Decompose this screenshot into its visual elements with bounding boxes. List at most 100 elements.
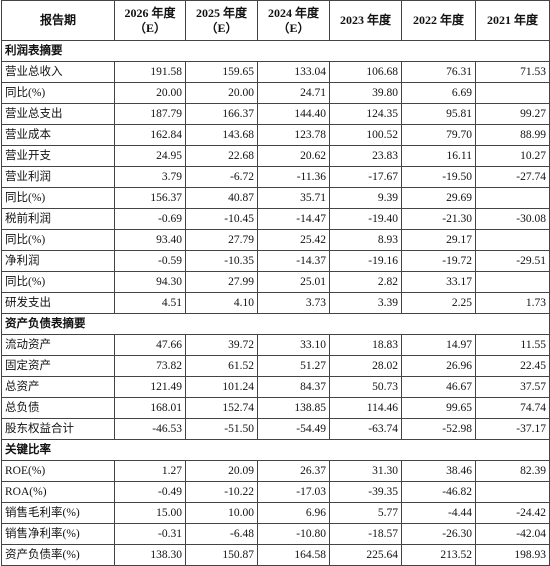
table-row: 税前利润 -0.69 -10.45 -14.47 -19.40 -21.30 -30.08 [1, 208, 550, 230]
value-cell: 152.74 [185, 397, 258, 419]
row-label: 资产负债率(%) [1, 544, 115, 566]
value-cell: 20.00 [185, 82, 258, 104]
table-row: 同比(%) 93.40 27.79 25.42 8.93 29.17 [1, 229, 550, 251]
value-cell: 82.39 [475, 460, 550, 482]
table-row: ROA(%) -0.49 -10.22 -17.03 -39.35 -46.82 [1, 481, 550, 503]
value-cell: 26.96 [401, 355, 476, 377]
value-cell: 123.78 [257, 124, 330, 146]
value-cell: -14.47 [257, 208, 330, 230]
value-cell: -27.74 [475, 166, 550, 188]
value-cell: -17.03 [257, 481, 330, 503]
row-label: 同比(%) [1, 187, 115, 209]
value-cell: 84.37 [257, 376, 330, 398]
value-cell: -51.50 [185, 418, 258, 440]
value-cell: -17.67 [329, 166, 402, 188]
value-cell: 29.17 [401, 229, 476, 251]
year-header: 2026 年度 （E） [114, 0, 186, 41]
value-cell: 31.30 [329, 460, 402, 482]
value-cell: 25.01 [257, 271, 330, 293]
period-header: 报告期 [1, 0, 115, 41]
value-cell: -6.72 [185, 166, 258, 188]
value-cell: 191.58 [114, 61, 186, 83]
value-cell: -10.35 [185, 250, 258, 272]
value-cell: -37.17 [475, 418, 550, 440]
value-cell: 11.55 [475, 334, 550, 356]
table-row: 资产负债率(%) 138.30 150.87 164.58 225.64 213.52 19… [1, 544, 550, 566]
value-cell: -4.44 [401, 502, 476, 524]
value-cell: 20.62 [257, 145, 330, 167]
value-cell: 9.39 [329, 187, 402, 209]
table-row: ROE(%) 1.27 20.09 26.37 31.30 38.46 82.39 [1, 460, 550, 482]
table-row: 营业总收入 191.58 159.65 133.04 106.68 76.31 71.53 [1, 61, 550, 83]
value-cell: -0.59 [114, 250, 186, 272]
table-row: 总资产 121.49 101.24 84.37 50.73 46.67 37.57 [1, 376, 550, 398]
value-cell: 8.93 [329, 229, 402, 251]
value-cell: 88.99 [475, 124, 550, 146]
value-cell: -30.08 [475, 208, 550, 230]
value-cell: 114.46 [329, 397, 402, 419]
value-cell: 159.65 [185, 61, 258, 83]
row-label: 同比(%) [1, 271, 115, 293]
value-cell: 2.82 [329, 271, 402, 293]
value-cell: 14.97 [401, 334, 476, 356]
value-cell: 3.79 [114, 166, 186, 188]
value-cell: 225.64 [329, 544, 402, 566]
section-title: 利润表摘要 [1, 40, 550, 62]
value-cell: 198.93 [475, 544, 550, 566]
row-label: 营业利润 [1, 166, 115, 188]
row-label: 研发支出 [1, 292, 115, 314]
value-cell: 24.95 [114, 145, 186, 167]
table-row: 同比(%) 156.37 40.87 35.71 9.39 29.69 [1, 187, 550, 209]
section-title: 关键比率 [1, 439, 550, 461]
row-label: 营业总收入 [1, 61, 115, 83]
table-row: 股东权益合计 -46.53 -51.50 -54.49 -63.74 -52.98 -37.… [1, 418, 550, 440]
value-cell: 156.37 [114, 187, 186, 209]
value-cell: 99.27 [475, 103, 550, 125]
section-title: 资产负债表摘要 [1, 313, 550, 335]
value-cell: -46.53 [114, 418, 186, 440]
value-cell: -10.22 [185, 481, 258, 503]
value-cell [475, 82, 550, 104]
value-cell: 38.46 [401, 460, 476, 482]
value-cell: -39.35 [329, 481, 402, 503]
year-header: 2023 年度 [329, 0, 402, 41]
table-row: 流动资产 47.66 39.72 33.10 18.83 14.97 11.55 [1, 334, 550, 356]
table-row: 销售净利率(%) -0.31 -6.48 -10.80 -18.57 -26.30 -42.… [1, 523, 550, 545]
value-cell: 73.82 [114, 355, 186, 377]
value-cell: 15.00 [114, 502, 186, 524]
table-row: 营业利润 3.79 -6.72 -11.36 -17.67 -19.50 -27.74 [1, 166, 550, 188]
table-row: 营业开支 24.95 22.68 20.62 23.83 16.11 10.27 [1, 145, 550, 167]
table-row: 固定资产 73.82 61.52 51.27 28.02 26.96 22.45 [1, 355, 550, 377]
value-cell: 76.31 [401, 61, 476, 83]
value-cell: 50.73 [329, 376, 402, 398]
value-cell: 95.81 [401, 103, 476, 125]
value-cell: 99.65 [401, 397, 476, 419]
value-cell: 187.79 [114, 103, 186, 125]
value-cell: 106.68 [329, 61, 402, 83]
value-cell: -0.49 [114, 481, 186, 503]
value-cell: -18.57 [329, 523, 402, 545]
value-cell: 27.99 [185, 271, 258, 293]
value-cell: 51.27 [257, 355, 330, 377]
value-cell: 23.83 [329, 145, 402, 167]
value-cell: 121.49 [114, 376, 186, 398]
value-cell: 24.71 [257, 82, 330, 104]
value-cell: 40.87 [185, 187, 258, 209]
year-label: 2024 年度 [267, 5, 319, 20]
value-cell [475, 271, 550, 293]
value-cell: 138.30 [114, 544, 186, 566]
value-cell: 4.51 [114, 292, 186, 314]
row-label: 营业总支出 [1, 103, 115, 125]
value-cell: 144.40 [257, 103, 330, 125]
row-label: ROA(%) [1, 481, 115, 503]
year-header: 2022 年度 [401, 0, 476, 41]
row-label: 总负债 [1, 397, 115, 419]
value-cell: 18.83 [329, 334, 402, 356]
value-cell: 10.00 [185, 502, 258, 524]
row-label: 同比(%) [1, 82, 115, 104]
value-cell: 28.02 [329, 355, 402, 377]
year-label: 2026 年度 [124, 5, 176, 20]
value-cell: 100.52 [329, 124, 402, 146]
row-label: 同比(%) [1, 229, 115, 251]
